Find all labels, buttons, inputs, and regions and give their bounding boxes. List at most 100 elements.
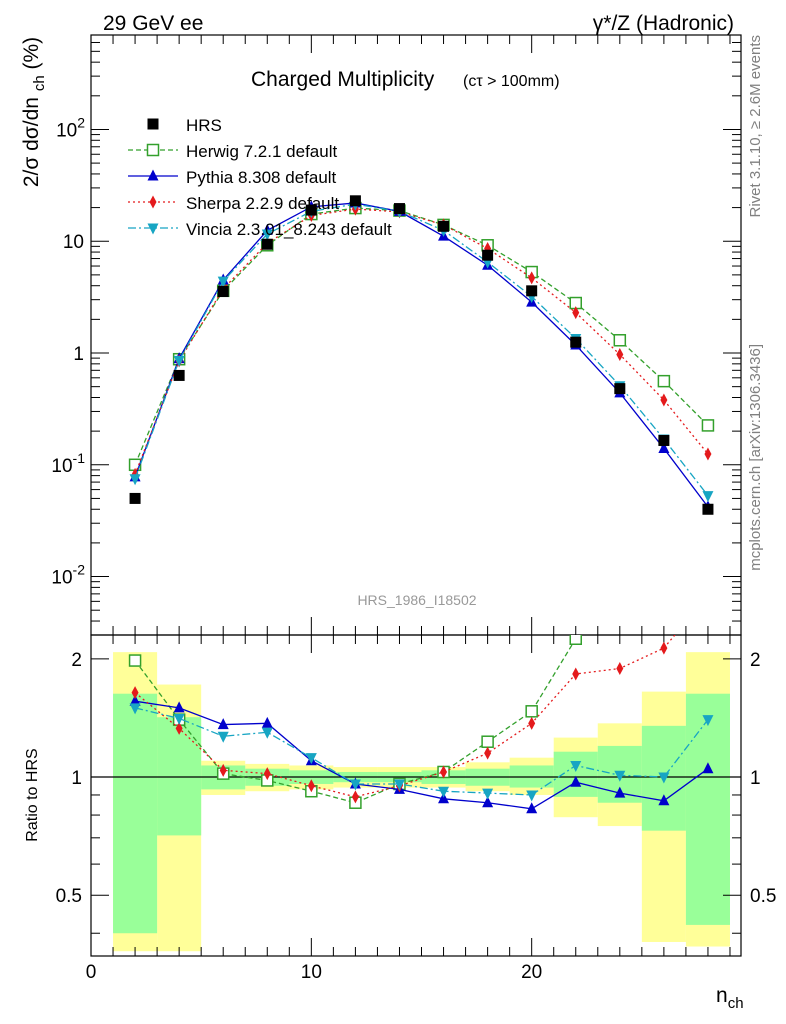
data-point xyxy=(569,635,582,645)
legend-label: HRS xyxy=(186,116,222,135)
data-point xyxy=(572,306,580,320)
data-point xyxy=(217,718,229,730)
data-point xyxy=(526,790,538,802)
data-point xyxy=(482,788,494,800)
series-pythia xyxy=(129,196,714,512)
x-tick-label: 10 xyxy=(301,962,322,983)
data-point xyxy=(393,203,405,215)
data-point xyxy=(484,746,492,760)
data-point xyxy=(261,716,273,728)
data-point xyxy=(572,667,580,681)
data-point xyxy=(263,767,271,781)
data-point xyxy=(525,705,538,718)
data-point xyxy=(305,753,317,765)
data-point xyxy=(616,661,624,675)
series-hrs-data xyxy=(129,195,714,515)
series-line xyxy=(134,202,709,508)
ratio-tick-label: 0.5 xyxy=(56,886,82,907)
data-point xyxy=(658,794,670,806)
data-point xyxy=(128,654,142,667)
data-point xyxy=(658,441,670,453)
ratio-tick-label-right: 2 xyxy=(750,650,761,671)
data-point xyxy=(147,223,159,235)
chart-title-suffix: (cτ > 100mm) xyxy=(463,73,560,90)
data-point xyxy=(349,195,361,207)
data-point xyxy=(482,796,494,808)
data-point xyxy=(438,220,450,232)
stat-uncertainty-band xyxy=(113,693,158,934)
legend-label: Herwig 7.2.1 default xyxy=(186,142,337,161)
data-point xyxy=(570,775,582,787)
data-point xyxy=(147,169,159,181)
data-point xyxy=(658,772,670,784)
data-point xyxy=(219,763,227,777)
data-point xyxy=(570,336,582,348)
data-point xyxy=(129,492,141,504)
y-tick-label: 10 xyxy=(63,232,84,253)
data-point xyxy=(146,143,160,157)
data-point xyxy=(704,447,712,461)
ratio-tick-label: 2 xyxy=(71,650,82,671)
ratio-series-line xyxy=(134,707,709,796)
ratio-series-vincia xyxy=(129,703,714,802)
data-point xyxy=(657,374,671,388)
data-point xyxy=(261,238,273,250)
y-tick-label: 10-2 xyxy=(51,562,85,589)
data-point xyxy=(482,249,494,261)
stat-uncertainty-band xyxy=(553,751,598,797)
ratio-series-line xyxy=(134,635,676,798)
data-point xyxy=(351,790,359,804)
data-point xyxy=(305,204,317,216)
y-tick-label: 1 xyxy=(73,344,84,365)
ratio-tick-label-right: 0.5 xyxy=(750,886,776,907)
data-point xyxy=(613,334,627,347)
mcplots-label: mcplots.cern.ch [arXiv:1306.3436] xyxy=(747,344,764,571)
header-right-label: γ*/Z (Hadronic) xyxy=(593,12,734,35)
ratio-series-pythia xyxy=(129,694,714,814)
data-point xyxy=(147,118,159,130)
analysis-id-label: HRS_1986_I18502 xyxy=(357,592,476,608)
ratio-plot-panel: 0.5 0.51 12 20 10 20 xyxy=(56,634,776,983)
series-line xyxy=(134,207,709,466)
legend-label: Sherpa 2.2.9 default xyxy=(186,194,339,213)
y-tick-label: 10-1 xyxy=(51,450,85,477)
stat-uncertainty-band xyxy=(685,693,730,925)
series-vincia xyxy=(129,199,714,503)
data-point xyxy=(173,701,185,713)
data-point xyxy=(349,779,361,791)
x-tick-label: 20 xyxy=(521,962,542,983)
series-herwig xyxy=(128,201,715,472)
data-point xyxy=(440,765,448,779)
data-point xyxy=(173,369,185,381)
stat-uncertainty-band xyxy=(157,717,202,836)
data-point xyxy=(393,779,405,791)
legend-label: Vincia 2.3.01_8.243 default xyxy=(186,220,392,239)
data-point xyxy=(570,760,582,772)
y-tick-label: 102 xyxy=(56,114,85,141)
x-axis-label: nch xyxy=(716,984,744,1012)
data-point xyxy=(614,770,626,782)
main-plot-panel: 10-2 10-1 1 10 102 Charged Multiplicity (cτ … xyxy=(51,34,742,636)
data-point xyxy=(660,641,668,655)
ratio-series-line xyxy=(134,700,709,810)
data-point xyxy=(129,474,141,486)
data-point xyxy=(702,503,714,515)
data-point xyxy=(173,713,185,725)
data-point xyxy=(658,434,670,446)
ratio-tick-label: 1 xyxy=(71,768,82,789)
data-point xyxy=(481,735,494,748)
ratio-tick-label-right: 1 xyxy=(750,768,761,789)
data-point xyxy=(438,786,450,798)
data-point xyxy=(702,491,714,503)
data-point xyxy=(660,393,668,407)
ratio-y-axis-label: Ratio to HRS xyxy=(24,748,41,841)
data-point xyxy=(307,779,315,793)
data-point xyxy=(526,802,538,814)
series-line xyxy=(134,203,709,497)
data-point xyxy=(702,762,714,774)
data-point xyxy=(217,731,229,743)
y-axis-label: 2/σ dσ/dn ch (%) xyxy=(20,37,48,187)
ratio-series-sherpa xyxy=(131,635,676,804)
data-point xyxy=(614,786,626,798)
legend-label: Pythia 8.308 default xyxy=(186,168,337,187)
